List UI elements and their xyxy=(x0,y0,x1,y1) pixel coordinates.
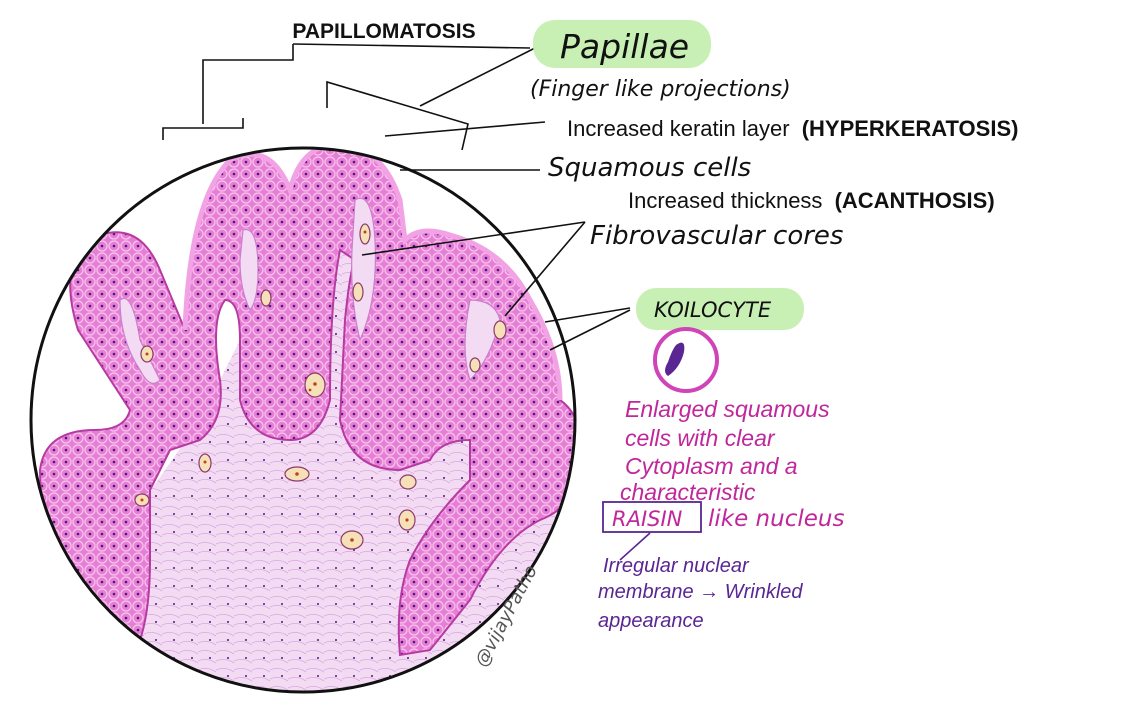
koilocyte-description: Enlarged squamous cells with clear Cytop… xyxy=(620,396,830,505)
thickness-text: Increased thickness xyxy=(628,188,822,213)
title-papillomatosis: PAPILLOMATOSIS xyxy=(292,20,475,43)
squamous-label: Squamous cells xyxy=(548,153,751,183)
raisin-term: RAISIN xyxy=(612,507,683,531)
papillae-highlight xyxy=(533,20,711,68)
keratin-text: Increased keratin layer xyxy=(567,116,790,141)
acanthosis-label: Increased thickness (ACANTHOSIS) xyxy=(628,188,995,213)
note-line-2: membrane → Wrinkled xyxy=(598,581,803,603)
papillae-label: Papillae xyxy=(560,27,689,66)
leader-koilocyte xyxy=(544,307,631,351)
desc-line-3: Cytoplasm and a xyxy=(625,453,798,479)
keratin-term: (HYPERKERATOSIS) xyxy=(802,116,1019,141)
keratin-label: Increased keratin layer (HYPERKERATOSIS) xyxy=(567,116,1018,141)
microscope-field-circle xyxy=(29,146,577,694)
papillae-desc: (Finger like projections) xyxy=(530,77,791,102)
raisin-box xyxy=(602,501,702,533)
note-line-3: appearance xyxy=(598,610,704,632)
koilocyte-cell xyxy=(653,327,719,393)
leader-fibro xyxy=(361,221,586,317)
leader-keratin xyxy=(384,121,546,137)
nuclear-note: Irregular nuclear membrane → Wrinkled ap… xyxy=(598,555,803,632)
raisin-arrow xyxy=(619,532,651,561)
desc-line-4: characteristic xyxy=(620,479,756,505)
fibrovascular-cores xyxy=(119,197,501,384)
fibrovascular-label: Fibrovascular cores xyxy=(590,221,843,251)
koilocyte-highlight xyxy=(636,288,804,330)
note-line-1: Irregular nuclear xyxy=(603,555,750,577)
desc-line-5: like nucleus xyxy=(708,506,844,532)
desc-line-2: cells with clear xyxy=(625,425,776,451)
koilocyte-label: KOILOCYTE xyxy=(654,298,772,322)
thickness-term: (ACANTHOSIS) xyxy=(835,188,995,213)
tissue-section xyxy=(31,148,575,692)
desc-line-1: Enlarged squamous xyxy=(625,396,830,422)
papillae-brackets xyxy=(162,43,536,151)
